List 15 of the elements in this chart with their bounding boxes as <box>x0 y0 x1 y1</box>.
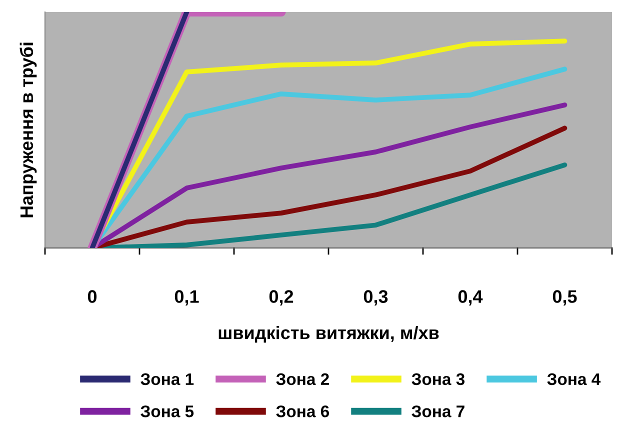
legend-label: Зона 4 <box>547 373 601 386</box>
x-tick-label: 0,2 <box>269 290 294 306</box>
x-tick-label: 0,5 <box>552 290 577 306</box>
legend-label: Зона 1 <box>140 373 194 386</box>
x-tick-label: 0,4 <box>458 290 483 306</box>
legend-label: Зона 7 <box>412 405 464 418</box>
x-tick-label: 0 <box>88 290 97 303</box>
x-tick-label: 0,1 <box>174 290 199 306</box>
x-tick-label: 0,3 <box>364 290 388 306</box>
legend-label: Зона 6 <box>276 405 329 418</box>
legend-label: Зона 5 <box>140 405 194 418</box>
y-axis-title: Напруження в трубі <box>20 42 37 218</box>
legend-label: Зона 2 <box>276 373 329 386</box>
legend-label: Зона 3 <box>412 373 465 386</box>
x-axis-title: швидкість витяжки, м/хв <box>218 326 439 343</box>
